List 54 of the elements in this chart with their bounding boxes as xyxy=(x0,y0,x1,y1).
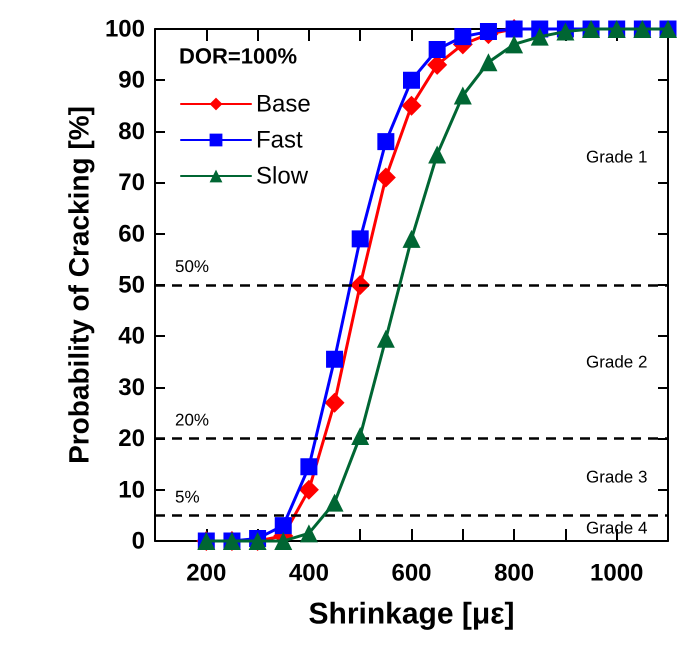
point xyxy=(351,427,370,446)
point xyxy=(505,35,524,54)
y-tick-label: 40 xyxy=(118,322,145,350)
point xyxy=(326,494,344,512)
point xyxy=(428,40,446,58)
y-tick-label: 10 xyxy=(118,476,145,504)
point xyxy=(454,28,472,46)
point xyxy=(326,350,344,368)
point xyxy=(274,532,292,550)
point xyxy=(454,86,472,105)
ref-line-label: 5% xyxy=(175,487,200,506)
ref-line-label: 20% xyxy=(175,410,210,430)
y-axis-title: Probability of Cracking [%] xyxy=(64,106,94,464)
x-tick-label: 800 xyxy=(494,560,534,586)
point xyxy=(530,28,549,46)
legend-label: Base xyxy=(256,90,311,118)
legend-label: Fast xyxy=(256,126,304,154)
y-tick-label: 100 xyxy=(104,16,145,42)
point xyxy=(274,517,292,534)
point xyxy=(480,23,497,40)
ref-line-label: 50% xyxy=(175,257,210,276)
legend-label: Slow xyxy=(256,162,309,190)
x-axis-title: Shrinkage [με] xyxy=(308,598,514,630)
x-tick-label: 1000 xyxy=(590,560,644,586)
annotation: Grade 1 xyxy=(586,148,648,166)
point xyxy=(428,145,446,164)
y-tick-label: 60 xyxy=(118,220,145,248)
point xyxy=(300,524,318,542)
point xyxy=(403,72,420,89)
y-tick-label: 90 xyxy=(118,66,145,94)
legend-title: DOR=100% xyxy=(179,44,298,68)
point xyxy=(402,230,420,248)
point xyxy=(556,22,574,41)
y-tick-label: 80 xyxy=(118,118,145,145)
x-tick-label: 400 xyxy=(288,560,329,586)
x-tick-label: 600 xyxy=(391,560,432,586)
annotation: Grade 4 xyxy=(586,518,648,538)
annotation: Grade 3 xyxy=(586,468,648,486)
y-tick-label: 20 xyxy=(118,425,145,452)
y-tick-label: 70 xyxy=(118,169,145,196)
annotation: Grade 2 xyxy=(586,352,648,372)
point xyxy=(376,167,396,188)
point xyxy=(298,480,319,500)
y-tick-label: 30 xyxy=(118,374,145,401)
point xyxy=(324,392,345,413)
y-tick-label: 0 xyxy=(132,528,145,554)
point xyxy=(402,96,422,116)
point xyxy=(376,330,395,348)
point xyxy=(377,133,394,150)
point xyxy=(479,53,498,72)
y-tick-label: 50 xyxy=(118,272,145,298)
point xyxy=(352,230,369,248)
point xyxy=(300,458,318,476)
x-tick-label: 200 xyxy=(186,560,226,586)
